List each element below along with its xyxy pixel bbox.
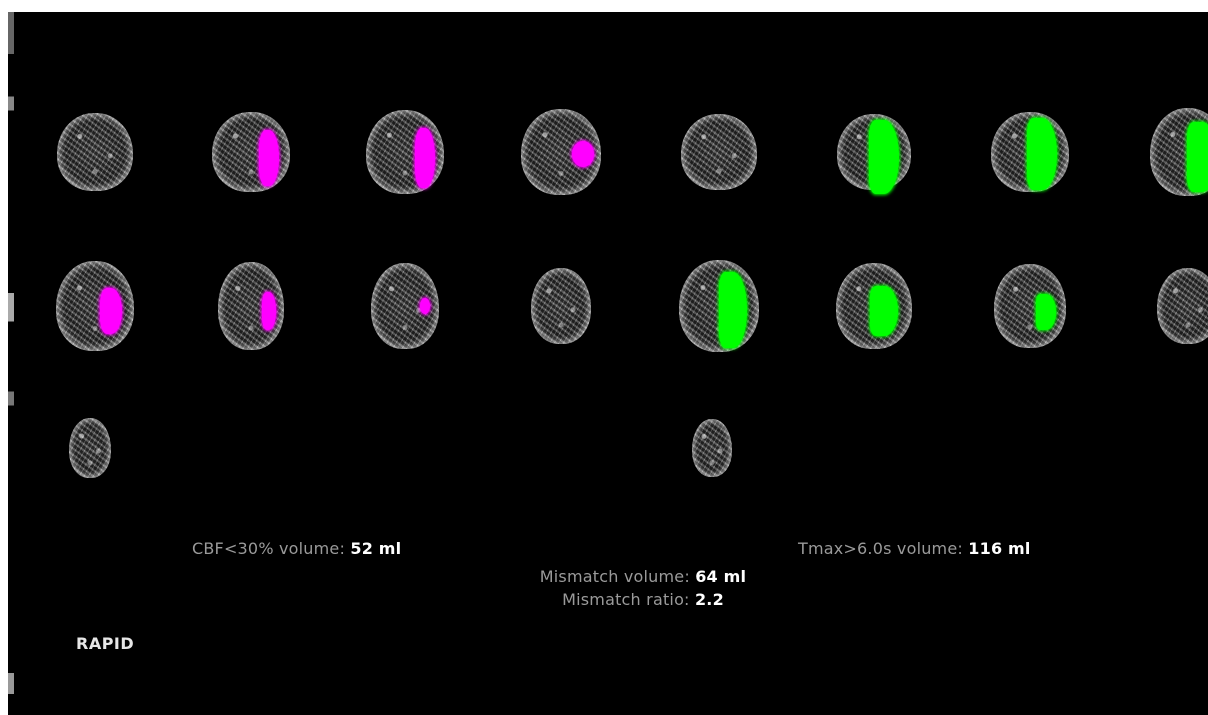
tmax-lesion-overlay — [1187, 122, 1208, 192]
tmax-lesion-overlay — [1036, 294, 1056, 330]
brain-slice — [1157, 268, 1208, 344]
cbf-lesion-overlay — [262, 292, 276, 330]
mismatch-volume-value: 64 ml — [695, 567, 747, 586]
tmax-lesion-overlay — [1027, 118, 1057, 190]
tmax-lesion-overlay — [719, 272, 747, 348]
mismatch-ratio-stat: Mismatch ratio: 2.2 — [478, 590, 808, 609]
tmax-volume-value: 116 ml — [968, 539, 1031, 558]
mismatch-volume-stat: Mismatch volume: 64 ml — [478, 567, 808, 586]
cbf-lesion-overlay — [420, 298, 430, 314]
tmax-lesion-overlay — [869, 120, 899, 194]
cbf-volume-value: 52 ml — [350, 539, 402, 558]
brain-slice — [681, 114, 757, 190]
brain-slice — [69, 418, 111, 478]
cbf-lesion-overlay — [415, 128, 435, 188]
cbf-lesion-overlay — [100, 288, 122, 334]
mismatch-ratio-value: 2.2 — [694, 590, 724, 609]
cbf-volume-label: CBF<30% volume: — [192, 539, 346, 558]
tmax-lesion-overlay — [870, 286, 898, 336]
left-edge-artifact — [8, 12, 14, 715]
cbf-volume-stat: CBF<30% volume: 52 ml — [192, 539, 401, 558]
rapid-logo: RAPID — [76, 634, 135, 653]
perfusion-map-viewer: CBF<30% volume: 52 ml Tmax>6.0s volume: … — [8, 12, 1208, 715]
mismatch-volume-label: Mismatch volume: — [539, 567, 690, 586]
brain-slice — [56, 261, 134, 351]
tmax-volume-stat: Tmax>6.0s volume: 116 ml — [798, 539, 1031, 558]
cbf-lesion-overlay — [572, 141, 594, 167]
brain-slice — [692, 419, 732, 477]
cbf-lesion-overlay — [259, 130, 279, 186]
brain-slice — [57, 113, 133, 191]
brain-slice — [531, 268, 591, 344]
tmax-volume-label: Tmax>6.0s volume: — [798, 539, 963, 558]
mismatch-ratio-label: Mismatch ratio: — [562, 590, 690, 609]
